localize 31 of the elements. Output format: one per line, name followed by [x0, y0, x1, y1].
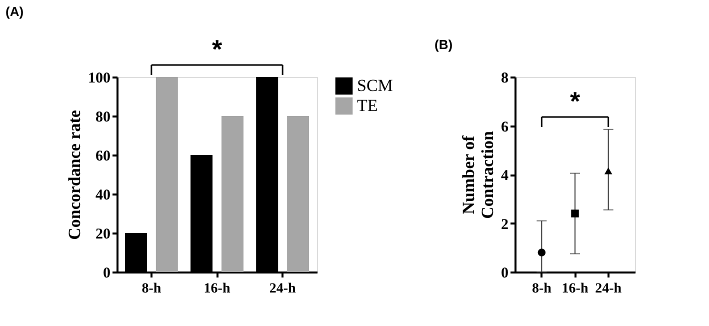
y-tick-label: 4 — [501, 168, 509, 184]
x-tick-label: 16-h — [562, 282, 588, 296]
x-tick-label: 8-h — [532, 282, 552, 296]
y-tick-label: 20 — [96, 226, 110, 242]
y-axis-title: Number of Contraction — [459, 130, 497, 219]
bar — [156, 77, 178, 272]
annotation: * — [570, 86, 581, 116]
chart-title: (B) — [434, 37, 453, 52]
y-tick-label: 60 — [96, 148, 110, 164]
y-tick-label: 100 — [88, 70, 110, 86]
x-tick-label: 24-h — [269, 282, 296, 296]
y-axis-title: Concordance rate — [65, 110, 84, 240]
legend-label: TE — [357, 96, 378, 115]
bar — [221, 116, 244, 272]
y-tick-label: 40 — [96, 188, 110, 204]
legend-label: SCM — [357, 76, 393, 95]
point — [604, 167, 612, 174]
chart-title: (A) — [6, 4, 24, 19]
y-tick-label: 0 — [501, 266, 508, 282]
point — [571, 210, 579, 218]
y-tick-label: 2 — [501, 216, 508, 233]
text: * — [212, 34, 223, 64]
y-tick-label: 0 — [103, 266, 110, 282]
x-tick-label: 16-h — [204, 282, 230, 296]
y-tick-label: 80 — [96, 110, 110, 126]
bar — [287, 116, 310, 272]
x-tick-label: 24-h — [595, 282, 622, 296]
y-tick-label: 8 — [501, 70, 508, 86]
x-tick-label: 8-h — [142, 282, 162, 296]
point — [538, 248, 546, 256]
y-tick-label: 6 — [501, 119, 509, 136]
